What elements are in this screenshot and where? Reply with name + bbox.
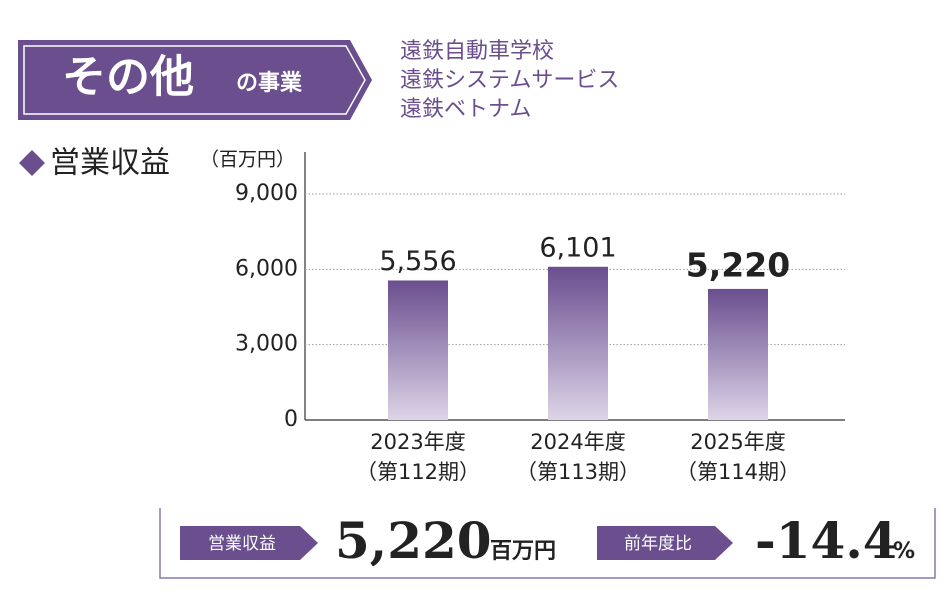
x-tick-label: 2024年度 <box>530 430 625 454</box>
x-tick-sublabel: （第114期） <box>676 460 800 484</box>
company: 遠鉄自動車学校 <box>400 39 554 64</box>
company: 遠鉄ベトナム <box>400 97 531 122</box>
summary-box <box>159 508 936 579</box>
header-banner <box>18 40 372 120</box>
y-tick-label: 3,000 <box>235 332 298 357</box>
summary-label-bg <box>180 526 318 560</box>
compare-label-bg <box>597 526 733 560</box>
value-label: 6,101 <box>539 232 616 263</box>
summary-unit: 百万円 <box>490 539 556 564</box>
chart-title: 営業収益 <box>50 146 170 181</box>
bar <box>548 266 608 420</box>
x-tick-sublabel: （第112期） <box>356 460 480 484</box>
x-tick-sublabel: （第113期） <box>516 460 640 484</box>
header-banner-border <box>23 45 366 115</box>
unit-label: （百万円） <box>200 149 295 171</box>
company: 遠鉄システムサービス <box>400 68 619 93</box>
compare-unit: % <box>893 539 915 564</box>
y-tick-label: 6,000 <box>235 256 298 281</box>
header-title-suffix: の事業 <box>236 70 303 96</box>
x-tick-label: 2025年度 <box>690 430 785 454</box>
bar <box>388 280 448 420</box>
header-title: その他 <box>62 52 194 103</box>
summary-value: 5,220 <box>335 511 492 570</box>
x-tick-label: 2023年度 <box>370 430 465 454</box>
value-label: 5,220 <box>686 245 790 284</box>
y-tick-label: 0 <box>284 407 298 432</box>
summary-label: 営業収益 <box>208 534 276 554</box>
y-tick-label: 9,000 <box>235 181 298 206</box>
value-label: 5,556 <box>379 246 456 277</box>
title-diamond <box>19 150 45 176</box>
bar <box>708 288 768 420</box>
compare-value: -14.4 <box>755 511 898 570</box>
compare-label: 前年度比 <box>624 534 692 554</box>
